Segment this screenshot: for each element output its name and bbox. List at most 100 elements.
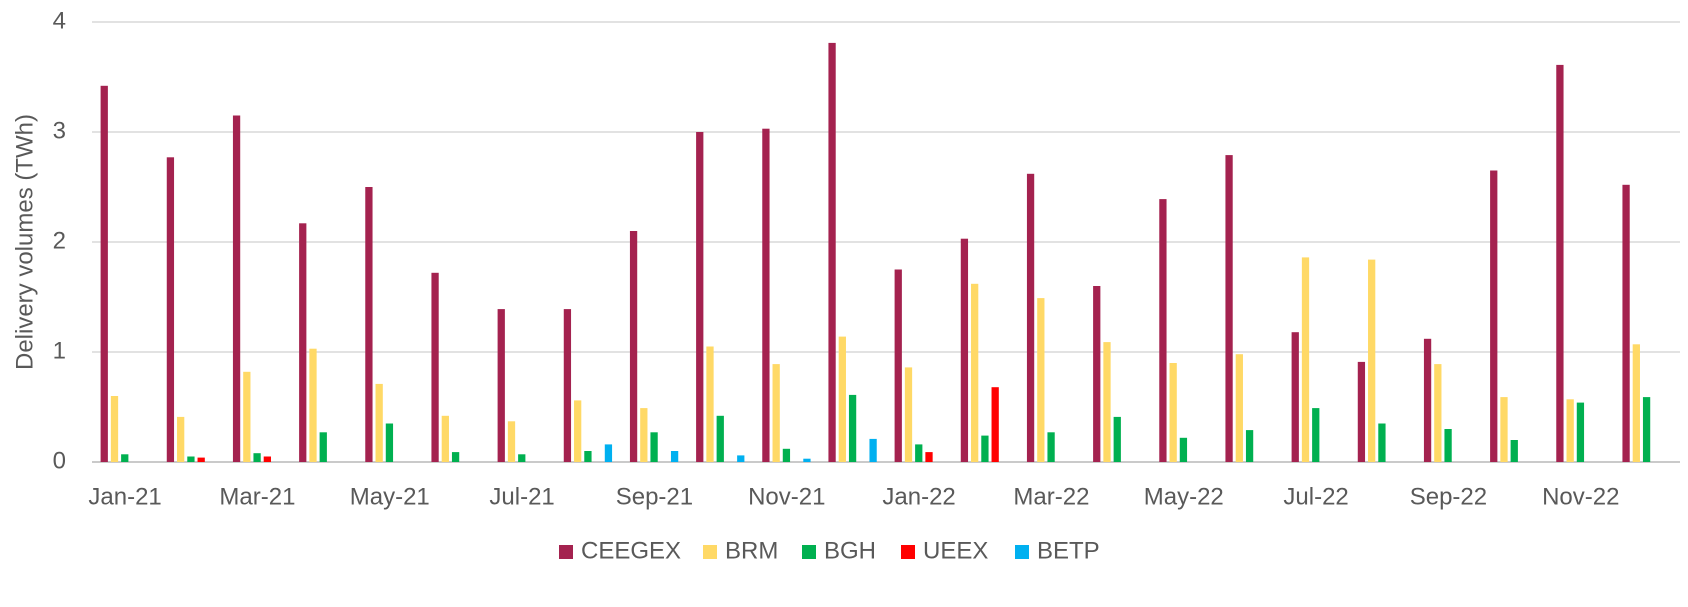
x-tick-label: Jul-22 xyxy=(1283,483,1348,510)
bar xyxy=(197,457,205,462)
bar xyxy=(1301,257,1310,462)
x-tick-label: May-22 xyxy=(1144,483,1224,510)
legend-swatch xyxy=(802,545,816,559)
x-tick-label: Nov-22 xyxy=(1542,483,1619,510)
x-tick-label: May-21 xyxy=(350,483,430,510)
bar xyxy=(232,115,241,462)
bar xyxy=(737,455,745,462)
bar xyxy=(894,269,902,462)
bar xyxy=(650,432,658,462)
bar xyxy=(243,371,251,462)
bar xyxy=(772,364,780,462)
legend-swatch xyxy=(559,545,573,559)
bar xyxy=(803,458,811,462)
legend-swatch xyxy=(703,545,717,559)
bar xyxy=(971,283,979,462)
bar xyxy=(1357,361,1366,462)
x-tick-label: Jan-22 xyxy=(882,483,955,510)
bar xyxy=(263,456,271,462)
bar xyxy=(100,85,108,463)
bar xyxy=(365,187,373,462)
bar xyxy=(1423,338,1432,462)
y-axis-label: Delivery volumes (TWh) xyxy=(11,114,38,370)
bar xyxy=(1556,64,1564,463)
bar xyxy=(1642,397,1651,462)
bar xyxy=(1378,423,1386,462)
legend-label: BGH xyxy=(824,537,876,564)
legend-label: UEEX xyxy=(923,537,988,564)
bar xyxy=(1225,155,1233,462)
bar xyxy=(309,348,317,462)
x-tick-label: Jul-21 xyxy=(489,483,554,510)
bar xyxy=(706,346,714,462)
bar xyxy=(904,367,913,462)
bar xyxy=(110,396,119,462)
bar xyxy=(696,132,704,462)
bar xyxy=(431,272,439,462)
x-tick-label: Sep-21 xyxy=(616,483,693,510)
bar xyxy=(1093,286,1101,462)
bar xyxy=(319,432,327,462)
bar xyxy=(1368,259,1376,462)
bar xyxy=(1500,397,1508,462)
bar xyxy=(1113,416,1121,462)
y-tick-label: 0 xyxy=(53,447,66,474)
x-tick-label: Sep-22 xyxy=(1410,483,1487,510)
bar xyxy=(1037,298,1045,462)
bar xyxy=(1566,399,1574,462)
bar xyxy=(1444,429,1452,462)
bar xyxy=(253,453,261,462)
legend-swatch xyxy=(901,545,915,559)
bar xyxy=(497,309,505,462)
bar xyxy=(1632,344,1640,462)
bar xyxy=(848,394,857,462)
bar xyxy=(166,157,175,463)
y-tick-label: 3 xyxy=(53,117,66,144)
x-tick-label: Nov-21 xyxy=(748,483,825,510)
x-tick-label: Mar-21 xyxy=(219,483,295,510)
bar xyxy=(385,423,394,462)
bar xyxy=(563,309,572,462)
bar xyxy=(584,451,592,462)
legend-swatch xyxy=(1015,545,1029,559)
legend-label: BETP xyxy=(1037,537,1100,564)
bar xyxy=(1103,342,1111,462)
bar xyxy=(828,42,836,463)
bar xyxy=(716,415,724,462)
bar xyxy=(629,231,638,462)
bar xyxy=(1510,440,1518,462)
bar xyxy=(375,383,383,462)
bar xyxy=(1490,170,1498,462)
bar xyxy=(1622,184,1630,463)
bar xyxy=(1245,430,1254,462)
bar xyxy=(640,408,648,462)
bar xyxy=(670,451,679,462)
bar xyxy=(604,444,613,462)
bar xyxy=(1235,354,1243,462)
y-tick-label: 2 xyxy=(53,227,66,254)
bar xyxy=(782,448,791,462)
bar xyxy=(1026,173,1035,463)
bar xyxy=(981,435,989,462)
bar xyxy=(518,454,526,462)
bar xyxy=(441,415,449,462)
bar xyxy=(960,238,969,462)
bar xyxy=(177,416,185,462)
bar xyxy=(869,438,877,462)
bar xyxy=(762,128,770,462)
bar xyxy=(838,336,846,462)
legend-label: BRM xyxy=(725,537,778,564)
x-tick-label: Mar-22 xyxy=(1013,483,1089,510)
bar xyxy=(299,223,307,462)
legend-label: CEEGEX xyxy=(581,537,681,564)
bar xyxy=(574,400,582,462)
bar xyxy=(121,454,129,462)
bar xyxy=(1159,199,1167,462)
x-tick-label: Jan-21 xyxy=(88,483,161,510)
bar xyxy=(915,444,923,462)
bar xyxy=(1434,364,1442,462)
bar xyxy=(1169,363,1177,462)
bar xyxy=(1291,332,1299,462)
bar xyxy=(1179,437,1188,462)
